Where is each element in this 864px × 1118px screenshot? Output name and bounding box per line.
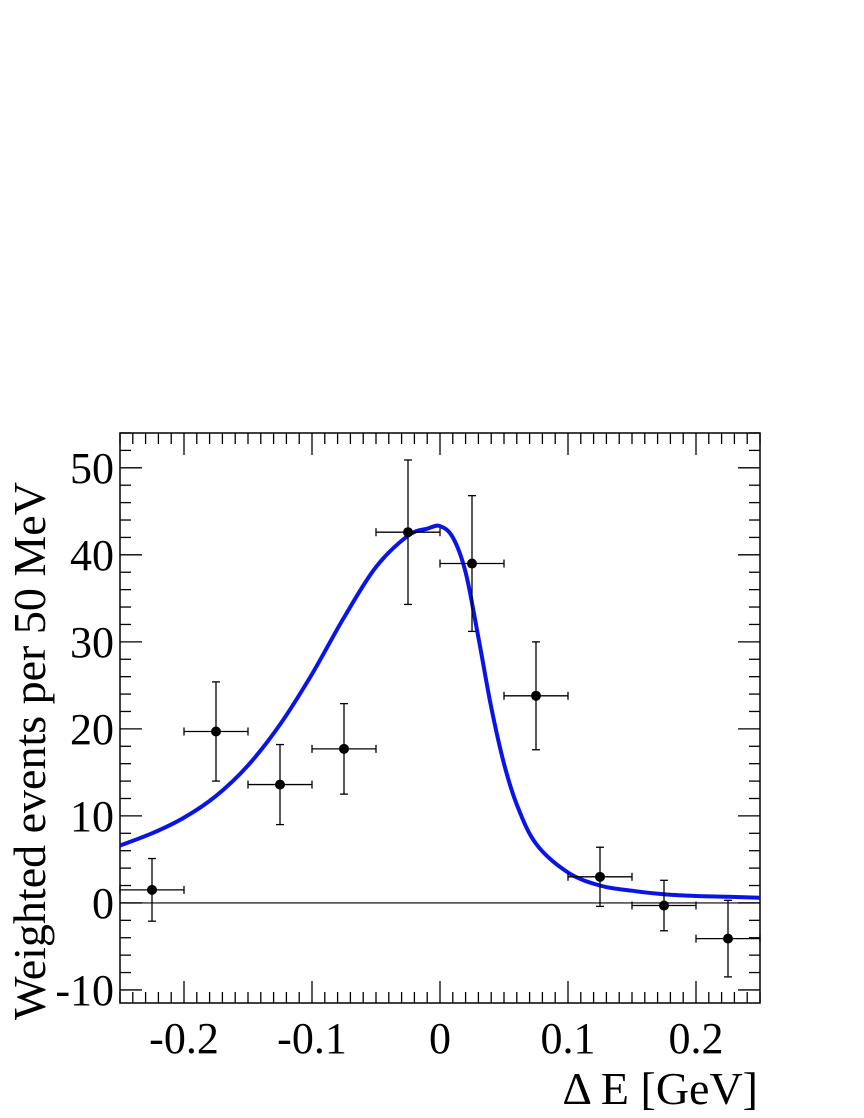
y-tick-label: 30: [70, 618, 114, 667]
data-point-marker: [211, 726, 221, 737]
x-tick-label: 0.2: [669, 1014, 724, 1063]
y-axis-title: Weighted events per 50 MeV: [4, 482, 55, 1020]
y-tick-label: 20: [70, 705, 114, 754]
data-point: [119, 857, 185, 922]
y-axis-ticks: [120, 432, 760, 991]
data-point: [503, 641, 569, 751]
data-point-marker: [147, 884, 157, 895]
data-point: [375, 459, 441, 606]
data-point-marker: [339, 743, 349, 754]
y-tick-label: 10: [70, 792, 114, 841]
data-point: [439, 495, 505, 633]
x-tick-label: 0.1: [541, 1014, 596, 1063]
fit-curve: [119, 523, 761, 900]
data-point-marker: [723, 933, 733, 944]
data-point-marker: [659, 900, 669, 911]
data-point: [631, 879, 697, 932]
data-point-marker: [531, 690, 541, 701]
data-point: [247, 743, 313, 826]
data-point: [567, 846, 633, 908]
x-tick-label: -0.1: [277, 1014, 347, 1063]
data-point-marker: [275, 779, 285, 790]
data-point-marker: [403, 527, 413, 538]
y-axis-tick-labels: -10 0 10 20 30 40 50: [55, 444, 114, 1015]
x-tick-label: 0: [429, 1014, 451, 1063]
y-tick-label: -10: [55, 966, 114, 1015]
x-axis-title: Δ E [GeV]: [562, 1063, 758, 1114]
y-tick-label: 0: [92, 879, 114, 928]
data-point: [695, 899, 761, 978]
y-tick-label: 40: [70, 531, 114, 580]
y-tick-label: 50: [70, 444, 114, 493]
data-point-marker: [467, 558, 477, 569]
data-points: [119, 459, 761, 978]
x-axis-tick-labels: -0.2 -0.1 0 0.1 0.2: [149, 1014, 723, 1063]
x-tick-label: -0.2: [149, 1014, 219, 1063]
data-point: [183, 681, 249, 782]
data-point-marker: [595, 871, 605, 882]
data-point: [311, 702, 377, 795]
x-axis-ticks: [119, 433, 761, 1003]
